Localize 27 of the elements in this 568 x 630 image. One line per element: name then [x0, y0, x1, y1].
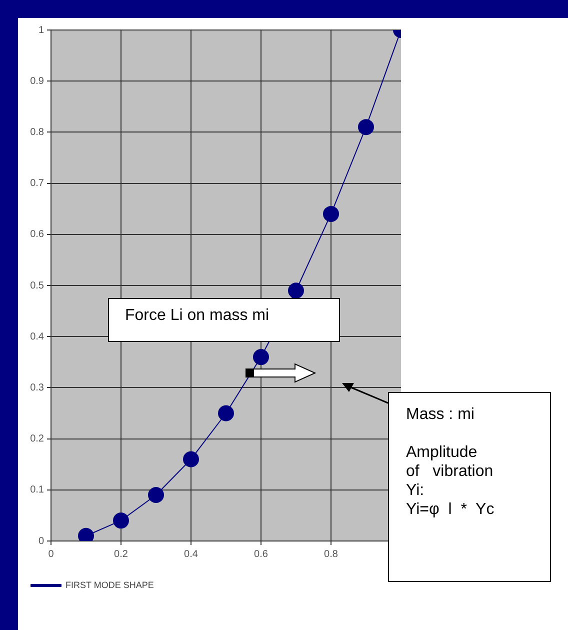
legend-label: FIRST MODE SHAPE [66, 580, 154, 590]
y-tick-label: 1 [38, 24, 44, 36]
y-tick-label: 0.9 [30, 76, 44, 87]
x-tick-label: 0.8 [324, 548, 338, 560]
x-tick-label: 0.4 [184, 548, 198, 560]
point [113, 512, 129, 529]
x-tick-label: 0 [48, 548, 54, 560]
point [148, 487, 164, 504]
y-tick-label: 0.2 [30, 434, 44, 445]
y-tick-label: 0.7 [30, 178, 44, 190]
point [253, 349, 269, 366]
point [183, 451, 199, 468]
point [358, 119, 374, 136]
point [218, 405, 234, 422]
text-box: Mass : mi Amplitude of vibration Yi: Yi=φ l * Yc [388, 392, 551, 582]
y-tick-label: 0.5 [30, 280, 44, 292]
y-tick-label: 0.1 [30, 484, 44, 496]
y-tick-label: 0.3 [30, 382, 44, 394]
x-tick-label: 0.6 [254, 548, 268, 560]
y-tick-label: 0 [38, 536, 44, 547]
point [288, 282, 304, 299]
y-tick-label: 0.4 [30, 331, 44, 342]
text-box: Force Li on mass mi [108, 298, 340, 342]
point [323, 206, 339, 222]
y-tick-label: 0.6 [30, 229, 44, 240]
x-tick-label: 0.2 [114, 548, 128, 560]
y-tick-label: 0.8 [30, 126, 44, 138]
